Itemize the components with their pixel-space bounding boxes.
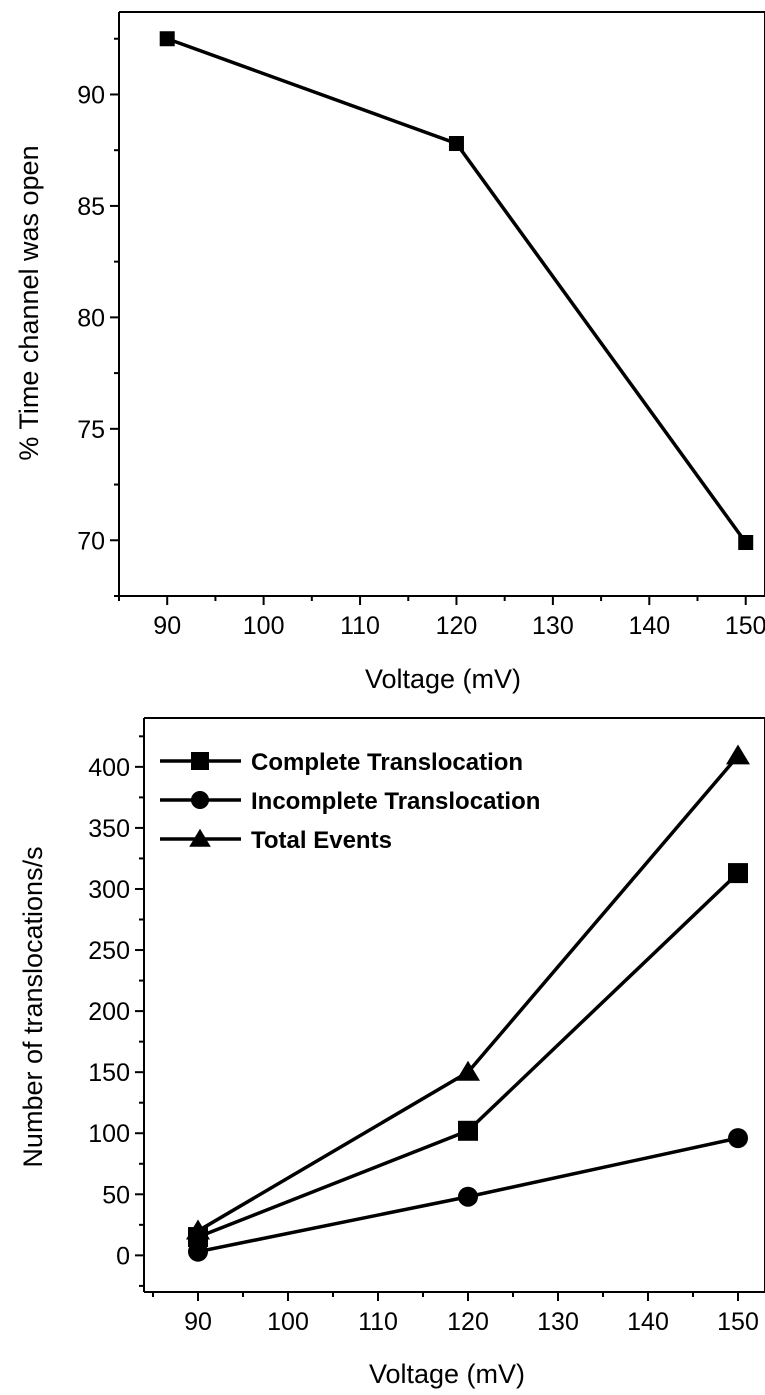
chart2-x-tick-label: 120 (447, 1308, 489, 1336)
chart1-y-tick-label: 85 (77, 193, 105, 221)
chart2-series-2-point (456, 1060, 480, 1081)
chart1-series-0-line (166, 37, 748, 544)
chart2-y-tick-label: 50 (102, 1181, 130, 1209)
legend-0-marker (191, 752, 209, 770)
legend-1-label: Incomplete Translocation (251, 788, 540, 815)
chart-open-time: 90 100 110 120 130 140 150 70 75 80 85 90 Voltage (… (14, 11, 765, 694)
chart1-y-tick-label: 80 (77, 304, 105, 332)
chart1-x-tick-label: 130 (532, 612, 574, 640)
chart2-series-1-point (728, 1128, 748, 1149)
chart1-series-0-point (159, 31, 175, 47)
chart2-y-tick-label: 350 (88, 815, 130, 843)
legend-1-marker (191, 791, 209, 809)
chart2-x-tick-label: 140 (627, 1308, 669, 1336)
chart2-series-2-point (186, 1219, 210, 1240)
chart2-axes: 90 100 110 120 130 140 150 0 50 100 150 200 250 300 35… (88, 717, 765, 1336)
chart2-y-axis-title: Number of translocations/s (18, 846, 48, 1167)
chart2-legend: Complete Translocation Incomplete Translo… (160, 749, 540, 854)
chart1-x-tick-label: 90 (153, 612, 181, 640)
chart1-y-tick-label: 90 (77, 81, 105, 109)
chart2-x-tick-label: 150 (717, 1308, 759, 1336)
chart1-series-0-point (738, 535, 754, 551)
legend-2-label: Total Events (251, 827, 392, 854)
chart1-x-tick-label: 110 (340, 612, 380, 640)
chart2-x-tick-label: 110 (358, 1308, 398, 1336)
chart1-y-axis-title: % Time channel was open (14, 145, 44, 460)
chart1-y-tick-label: 75 (77, 416, 105, 444)
chart2-y-tick-label: 0 (116, 1242, 130, 1270)
legend-2-marker (189, 828, 211, 847)
chart2-series-0-point (458, 1120, 478, 1141)
chart1-y-tick-label: 70 (77, 527, 105, 555)
chart-translocations: 90 100 110 120 130 140 150 0 50 100 150 200 250 300 35… (18, 717, 765, 1389)
chart2-x-tick-label: 130 (537, 1308, 579, 1336)
chart2-series-2-point (726, 744, 750, 765)
chart1-x-tick-label: 140 (628, 612, 670, 640)
chart2-x-tick-label: 100 (267, 1308, 309, 1336)
chart1-x-axis-title: Voltage (mV) (365, 664, 521, 694)
chart2-y-tick-label: 100 (88, 1120, 130, 1148)
chart1-series-0-point (448, 136, 464, 152)
chart1-axes: 90 100 110 120 130 140 150 70 75 80 85 90 (77, 11, 765, 640)
chart2-y-tick-label: 250 (88, 937, 130, 965)
chart2-y-tick-label: 300 (88, 876, 130, 904)
chart2-series-0-point (728, 863, 748, 884)
chart1-x-tick-label: 120 (436, 612, 478, 640)
chart2-y-tick-label: 400 (88, 754, 130, 782)
chart2-series (186, 744, 750, 1262)
chart1-x-tick-label: 150 (725, 612, 765, 640)
chart1-x-tick-label: 100 (243, 612, 285, 640)
chart1-series (159, 31, 754, 551)
chart2-x-axis-title: Voltage (mV) (369, 1359, 525, 1389)
chart2-y-tick-label: 200 (88, 998, 130, 1026)
legend-0-label: Complete Translocation (251, 749, 523, 776)
chart2-series-1-point (458, 1186, 478, 1207)
chart2-y-tick-label: 150 (88, 1059, 130, 1087)
chart2-x-tick-label: 90 (184, 1308, 212, 1336)
chart2-series-1-point (188, 1241, 208, 1262)
